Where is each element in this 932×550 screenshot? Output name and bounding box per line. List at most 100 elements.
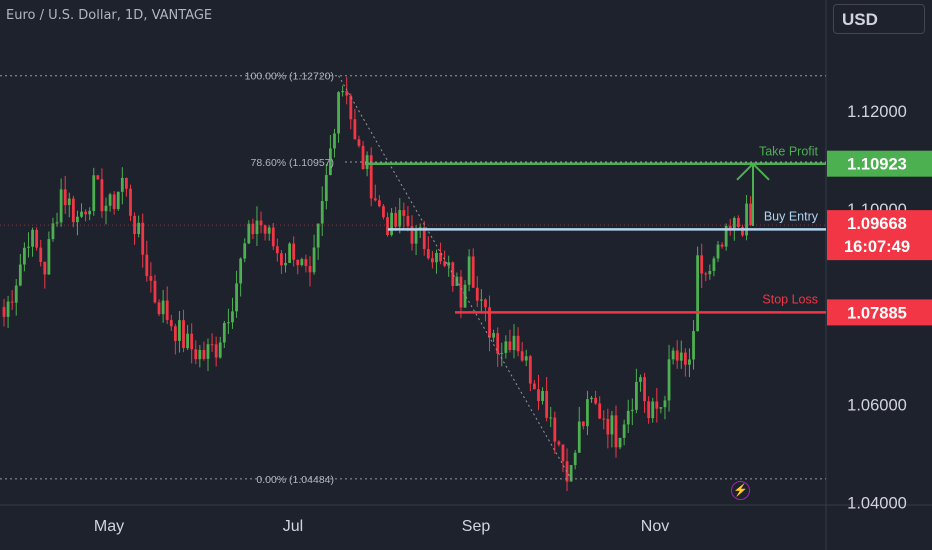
candle-body [512, 335, 516, 351]
candle-body [675, 350, 679, 361]
candle-body [108, 194, 112, 206]
candle-body [635, 381, 638, 410]
candle-body [63, 189, 67, 206]
candle-body [594, 397, 597, 404]
take-profit-label: Take Profit [759, 145, 819, 159]
candle-body [263, 225, 267, 234]
candle-body [410, 226, 414, 244]
candle-body [357, 139, 361, 146]
candle-body [59, 189, 63, 223]
candle-body [178, 320, 181, 341]
candle-body [214, 344, 218, 358]
fib-level-label: 100.00% (1.12720) [245, 71, 334, 83]
candle-body [479, 299, 483, 301]
candle-body [577, 421, 581, 453]
candle-body [165, 300, 169, 321]
take-profit-tag-text: 1.10923 [847, 156, 907, 174]
candle-body [239, 258, 243, 284]
candle-body [467, 256, 471, 285]
time-tick-label: Jul [283, 518, 303, 535]
candle-body [471, 256, 475, 288]
candle-body [88, 210, 92, 215]
candle-body [161, 300, 165, 315]
candle-body [545, 390, 549, 418]
candle-body [537, 389, 540, 401]
candle-body [700, 255, 704, 274]
candle-body [708, 270, 712, 275]
candle-body [35, 229, 39, 248]
stop-loss-tag-text: 1.07885 [847, 304, 907, 322]
candle-body [47, 239, 51, 275]
candle-body [573, 452, 577, 466]
fib-level-label: 78.60% (1.10957) [251, 157, 334, 169]
candle-body [365, 155, 369, 169]
candle-body [671, 350, 675, 360]
buy-entry-label: Buy Entry [764, 209, 819, 223]
candle-body [345, 91, 349, 96]
candle-body [43, 261, 47, 275]
candle-body [288, 243, 291, 263]
candle-body [39, 247, 43, 262]
candle-body [308, 265, 312, 273]
candle-body [561, 444, 565, 462]
candle-body [267, 227, 271, 234]
candle-body [484, 299, 487, 308]
candle-body [137, 222, 141, 235]
candle-body [508, 341, 512, 351]
candle-body [377, 200, 381, 207]
candle-body [153, 280, 157, 303]
candle-body [418, 227, 422, 229]
fib-level-label: 0.00% (1.04484) [256, 474, 334, 486]
candle-body [553, 417, 557, 442]
candle-body [320, 200, 324, 224]
candle-body [149, 276, 153, 281]
candle-body [292, 243, 296, 260]
candle-body [647, 401, 651, 419]
candle-body [643, 377, 646, 402]
candle-body [622, 424, 626, 438]
candle-body [300, 259, 304, 266]
lightning-icon[interactable]: ⚡ [731, 481, 750, 500]
candle-body [516, 335, 520, 352]
candle-body [133, 215, 136, 235]
candle-body [496, 333, 500, 354]
candle-body [18, 264, 22, 286]
candle-body [683, 352, 687, 365]
candle-body [202, 349, 206, 359]
candle-body [455, 276, 459, 286]
take-profit-tag-bg [827, 150, 932, 177]
candle-body [639, 377, 642, 382]
drawing-overlays: 100.00% (1.12720) 78.60% (1.10957) 0.00% (… [0, 71, 826, 486]
candle-body [198, 349, 202, 360]
candle-body [451, 262, 455, 286]
candle-body [333, 133, 336, 149]
candle-body [255, 220, 259, 235]
candle-body [398, 210, 402, 227]
candle-body [655, 401, 659, 409]
candle-body [614, 415, 618, 448]
candle-body [112, 194, 116, 209]
candle-body [618, 437, 622, 448]
candle-body [27, 246, 30, 248]
price-tick-label: 1.06000 [847, 397, 907, 415]
price-tick-label: 1.04000 [847, 495, 907, 513]
candle-body [129, 188, 132, 216]
candle-body [6, 301, 10, 317]
candle-body [141, 222, 145, 255]
candle-body [67, 198, 71, 206]
candle-body [312, 247, 316, 273]
candle-body [488, 307, 491, 338]
candle-body [435, 252, 438, 263]
chart-title: Euro / U.S. Dollar, 1D, VANTAGE [6, 8, 213, 23]
axes: 1.120001.100001.060001.040001.109231.096… [94, 103, 932, 535]
candle-body [349, 95, 353, 120]
candle-body [500, 352, 504, 354]
candle-body [361, 145, 365, 169]
currency-button[interactable]: USD [833, 4, 925, 34]
candle-body [157, 302, 161, 315]
candle-body [14, 285, 18, 303]
candle-body [586, 399, 589, 427]
candle-body [218, 342, 222, 358]
